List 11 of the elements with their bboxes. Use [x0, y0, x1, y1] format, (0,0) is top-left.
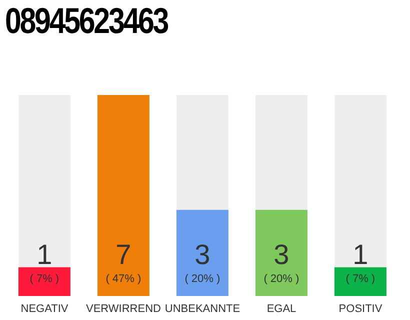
data-label: 1 ( 7% )	[346, 239, 376, 285]
data-label: 7 ( 47% )	[106, 239, 142, 285]
data-label: 1 ( 7% )	[30, 239, 60, 285]
data-label: 3 ( 20% )	[264, 239, 300, 285]
x-tick-label: UNBEKANNTE	[164, 302, 240, 315]
chart-title: 08945623463	[5, 0, 168, 42]
x-tick-label: VERWIRREND	[86, 302, 162, 315]
x-tick-label: NEGATIV	[20, 302, 69, 315]
x-tick-label: POSITIV	[338, 302, 383, 315]
data-label: 3 ( 20% )	[184, 239, 220, 285]
x-tick-label: EGAL	[266, 302, 296, 315]
